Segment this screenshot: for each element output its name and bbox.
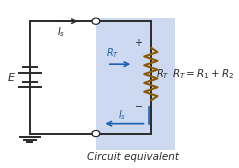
Text: $E$: $E$ (7, 71, 16, 83)
Text: Circuit equivalent: Circuit equivalent (87, 152, 179, 162)
Text: $I_s$: $I_s$ (57, 25, 66, 39)
Circle shape (92, 18, 100, 24)
Text: $+$: $+$ (134, 37, 143, 48)
FancyBboxPatch shape (96, 18, 175, 150)
Circle shape (92, 131, 100, 137)
Text: $R_T$: $R_T$ (106, 47, 119, 60)
Text: $R_T = R_1 + R_2$: $R_T = R_1 + R_2$ (172, 67, 235, 81)
Circle shape (93, 19, 98, 23)
Text: $-$: $-$ (134, 100, 143, 111)
Text: $R_T$: $R_T$ (156, 67, 170, 81)
Text: $I_s$: $I_s$ (118, 109, 126, 122)
Circle shape (93, 132, 98, 135)
